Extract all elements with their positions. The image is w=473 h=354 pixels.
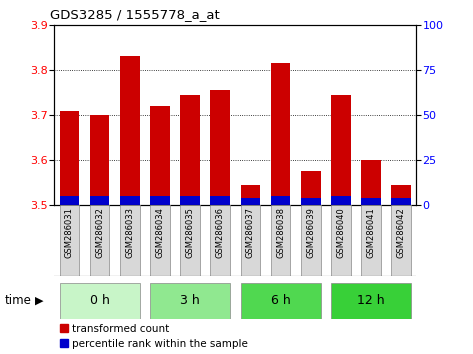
Bar [241,198,260,205]
Text: GDS3285 / 1555778_a_at: GDS3285 / 1555778_a_at [50,8,219,21]
Bar [150,196,170,205]
Text: GSM286035: GSM286035 [185,207,194,258]
Bar [90,196,109,205]
Bar [331,283,411,319]
Text: 3 h: 3 h [180,295,200,307]
Text: time: time [5,295,32,307]
Bar [150,205,170,276]
Bar [60,205,79,276]
Bar [210,205,230,276]
Text: 0 h: 0 h [90,295,110,307]
Bar [150,106,170,205]
Bar [391,198,411,205]
Bar [271,205,290,276]
Bar [120,196,140,205]
Bar [301,198,321,205]
Bar [331,196,350,205]
Bar [271,63,290,205]
Bar [180,95,200,205]
Bar [361,160,381,205]
Bar [301,205,321,276]
Bar [301,171,321,205]
Bar [241,283,321,319]
Bar [241,185,260,205]
Bar [361,205,381,276]
Bar [271,196,290,205]
Legend: transformed count, percentile rank within the sample: transformed count, percentile rank withi… [60,324,248,349]
Text: GSM286041: GSM286041 [367,207,376,258]
Text: GSM286033: GSM286033 [125,207,134,258]
Text: GSM286037: GSM286037 [246,207,255,258]
Bar [120,205,140,276]
Bar [60,196,79,205]
Text: 12 h: 12 h [357,295,385,307]
Bar [391,185,411,205]
Bar [331,95,350,205]
Text: GSM286034: GSM286034 [156,207,165,258]
Text: GSM286042: GSM286042 [397,207,406,258]
Bar [60,283,140,319]
Text: GSM286040: GSM286040 [336,207,345,258]
Bar [391,205,411,276]
Bar [180,196,200,205]
Bar [90,115,109,205]
Text: 6 h: 6 h [271,295,290,307]
Text: GSM286039: GSM286039 [306,207,315,258]
Bar [90,205,109,276]
Bar [150,283,230,319]
Bar [120,56,140,205]
Bar [361,198,381,205]
Bar [331,205,350,276]
Bar [210,90,230,205]
Bar [60,110,79,205]
Bar [210,196,230,205]
Bar [241,205,260,276]
Text: GSM286031: GSM286031 [65,207,74,258]
Bar [180,205,200,276]
Text: ▶: ▶ [35,296,44,306]
Text: GSM286036: GSM286036 [216,207,225,258]
Text: GSM286038: GSM286038 [276,207,285,258]
Text: GSM286032: GSM286032 [95,207,104,258]
